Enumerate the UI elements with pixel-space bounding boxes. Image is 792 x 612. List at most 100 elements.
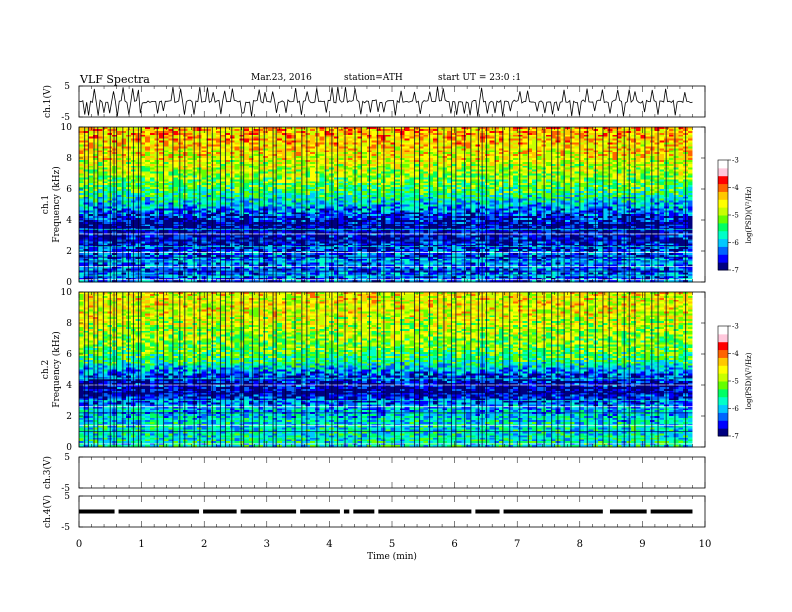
spectrogram-cell [550, 150, 557, 153]
spectrogram-cell [187, 127, 193, 130]
spectrogram-cell [517, 152, 523, 155]
spectrogram-cell [550, 158, 557, 161]
spectrogram-cell [168, 154, 174, 157]
spectrogram-cell [428, 130, 434, 134]
spectrogram-cell [442, 134, 448, 138]
spectrogram-cell [508, 159, 514, 163]
spectrogram-cell [244, 159, 250, 163]
spectrogram-cell [503, 146, 509, 149]
spectrogram-cell [376, 132, 382, 136]
spectrogram-cell [503, 130, 509, 134]
spectrogram-cell [437, 128, 443, 132]
spectrogram-cell [428, 140, 434, 143]
spectrogram-cell [83, 144, 89, 147]
spectrogram-cell [239, 146, 245, 149]
spectrogram-cell [206, 140, 212, 143]
spectrogram-cell [602, 136, 608, 140]
spectrogram-cell [159, 132, 165, 136]
spectrogram-cell [97, 142, 103, 145]
spectrogram-cell [277, 140, 283, 143]
spectrogram-cell [234, 158, 240, 161]
spectrogram-cell [305, 159, 311, 163]
spectrogram-cell [465, 152, 472, 155]
spectrogram-cell [668, 130, 674, 134]
station-label: station=ATH [344, 73, 403, 83]
spectrogram-cell [522, 136, 528, 140]
spectrogram-cell [362, 128, 368, 132]
spectrogram-cell [654, 144, 660, 147]
spectrogram-cell [258, 132, 264, 136]
spectrogram-cell [88, 148, 94, 151]
spectrogram-cell [116, 159, 122, 163]
spectrogram-cell [437, 152, 443, 155]
spectrogram-cell [503, 154, 509, 157]
spectrogram-cell [187, 138, 193, 141]
spectrogram-cell [272, 154, 278, 157]
spectrogram-cell [546, 128, 552, 132]
spectrogram-cell [546, 156, 552, 159]
spectrogram-cell [499, 127, 505, 130]
spectrogram-cell [404, 140, 410, 143]
spectrogram-cell [395, 159, 401, 163]
spectrogram-cell [244, 148, 250, 151]
spectrogram-cell [465, 136, 472, 140]
spectrogram-cell [635, 144, 641, 147]
spectrogram-cell [163, 132, 170, 136]
spectrogram-cell [612, 130, 618, 134]
spectrogram-cell [253, 140, 259, 143]
spectrogram-cell [442, 142, 448, 145]
spectrogram-cell [362, 159, 368, 163]
spectrogram-cell [484, 142, 490, 145]
spectrogram-cell [121, 136, 127, 140]
spectrogram-cell [149, 128, 155, 132]
spectrogram-cell [508, 150, 514, 153]
spectrogram-cell [508, 127, 514, 130]
spectrogram-cell [263, 134, 269, 138]
spectrogram-cell [88, 127, 94, 130]
spectrogram-cell [536, 156, 542, 159]
spectrogram-cell [310, 156, 316, 159]
spectrogram-cell [168, 138, 174, 141]
spectrogram-cell [583, 159, 590, 163]
spectrogram-cell [527, 140, 533, 143]
spectrogram-cell [362, 140, 368, 143]
spectrogram-cell [296, 128, 302, 132]
spectrogram-cell [163, 134, 170, 138]
spectrogram-cell [635, 138, 641, 141]
spectrogram-cell [423, 130, 429, 134]
spectrogram-cell [97, 138, 103, 141]
spectrogram-cell [178, 142, 184, 145]
spectrogram-cell [546, 132, 552, 136]
spectrogram-cell [333, 159, 339, 163]
spectrogram-cell [79, 148, 85, 151]
spectrogram-cell [423, 140, 429, 143]
spectrogram-cell [343, 140, 349, 143]
spectrogram-cell [263, 159, 269, 163]
spectrogram-cell [418, 150, 424, 153]
spectrogram-cell [140, 144, 146, 147]
spectrogram-cell [314, 152, 321, 155]
spectrogram-cell [442, 154, 448, 157]
spectrogram-cell [140, 158, 146, 161]
spectrogram-cell [324, 158, 330, 161]
spectrogram-cell [484, 138, 490, 141]
spectrogram-cell [314, 148, 321, 151]
spectrogram-cell [635, 132, 641, 136]
spectrogram-cell [574, 140, 580, 143]
spectrogram-cell [319, 136, 325, 140]
spectrogram-cell [182, 127, 188, 130]
spectrogram-cell [211, 148, 217, 151]
spectrogram-cell [338, 158, 344, 161]
spectrogram-cell [574, 132, 580, 136]
spectrogram-cell [673, 148, 679, 151]
spectrogram-cell [305, 146, 311, 149]
spectrogram-cell [281, 158, 288, 161]
spectrogram-cell [277, 146, 283, 149]
spectrogram-cell [230, 146, 236, 149]
spectrogram-cell [461, 130, 467, 134]
spectrogram-cell [178, 154, 184, 157]
spectrogram-cell [503, 138, 509, 141]
spectrogram-cell [499, 142, 505, 145]
spectrogram-cell [296, 159, 302, 163]
spectrogram-cell [305, 156, 311, 159]
